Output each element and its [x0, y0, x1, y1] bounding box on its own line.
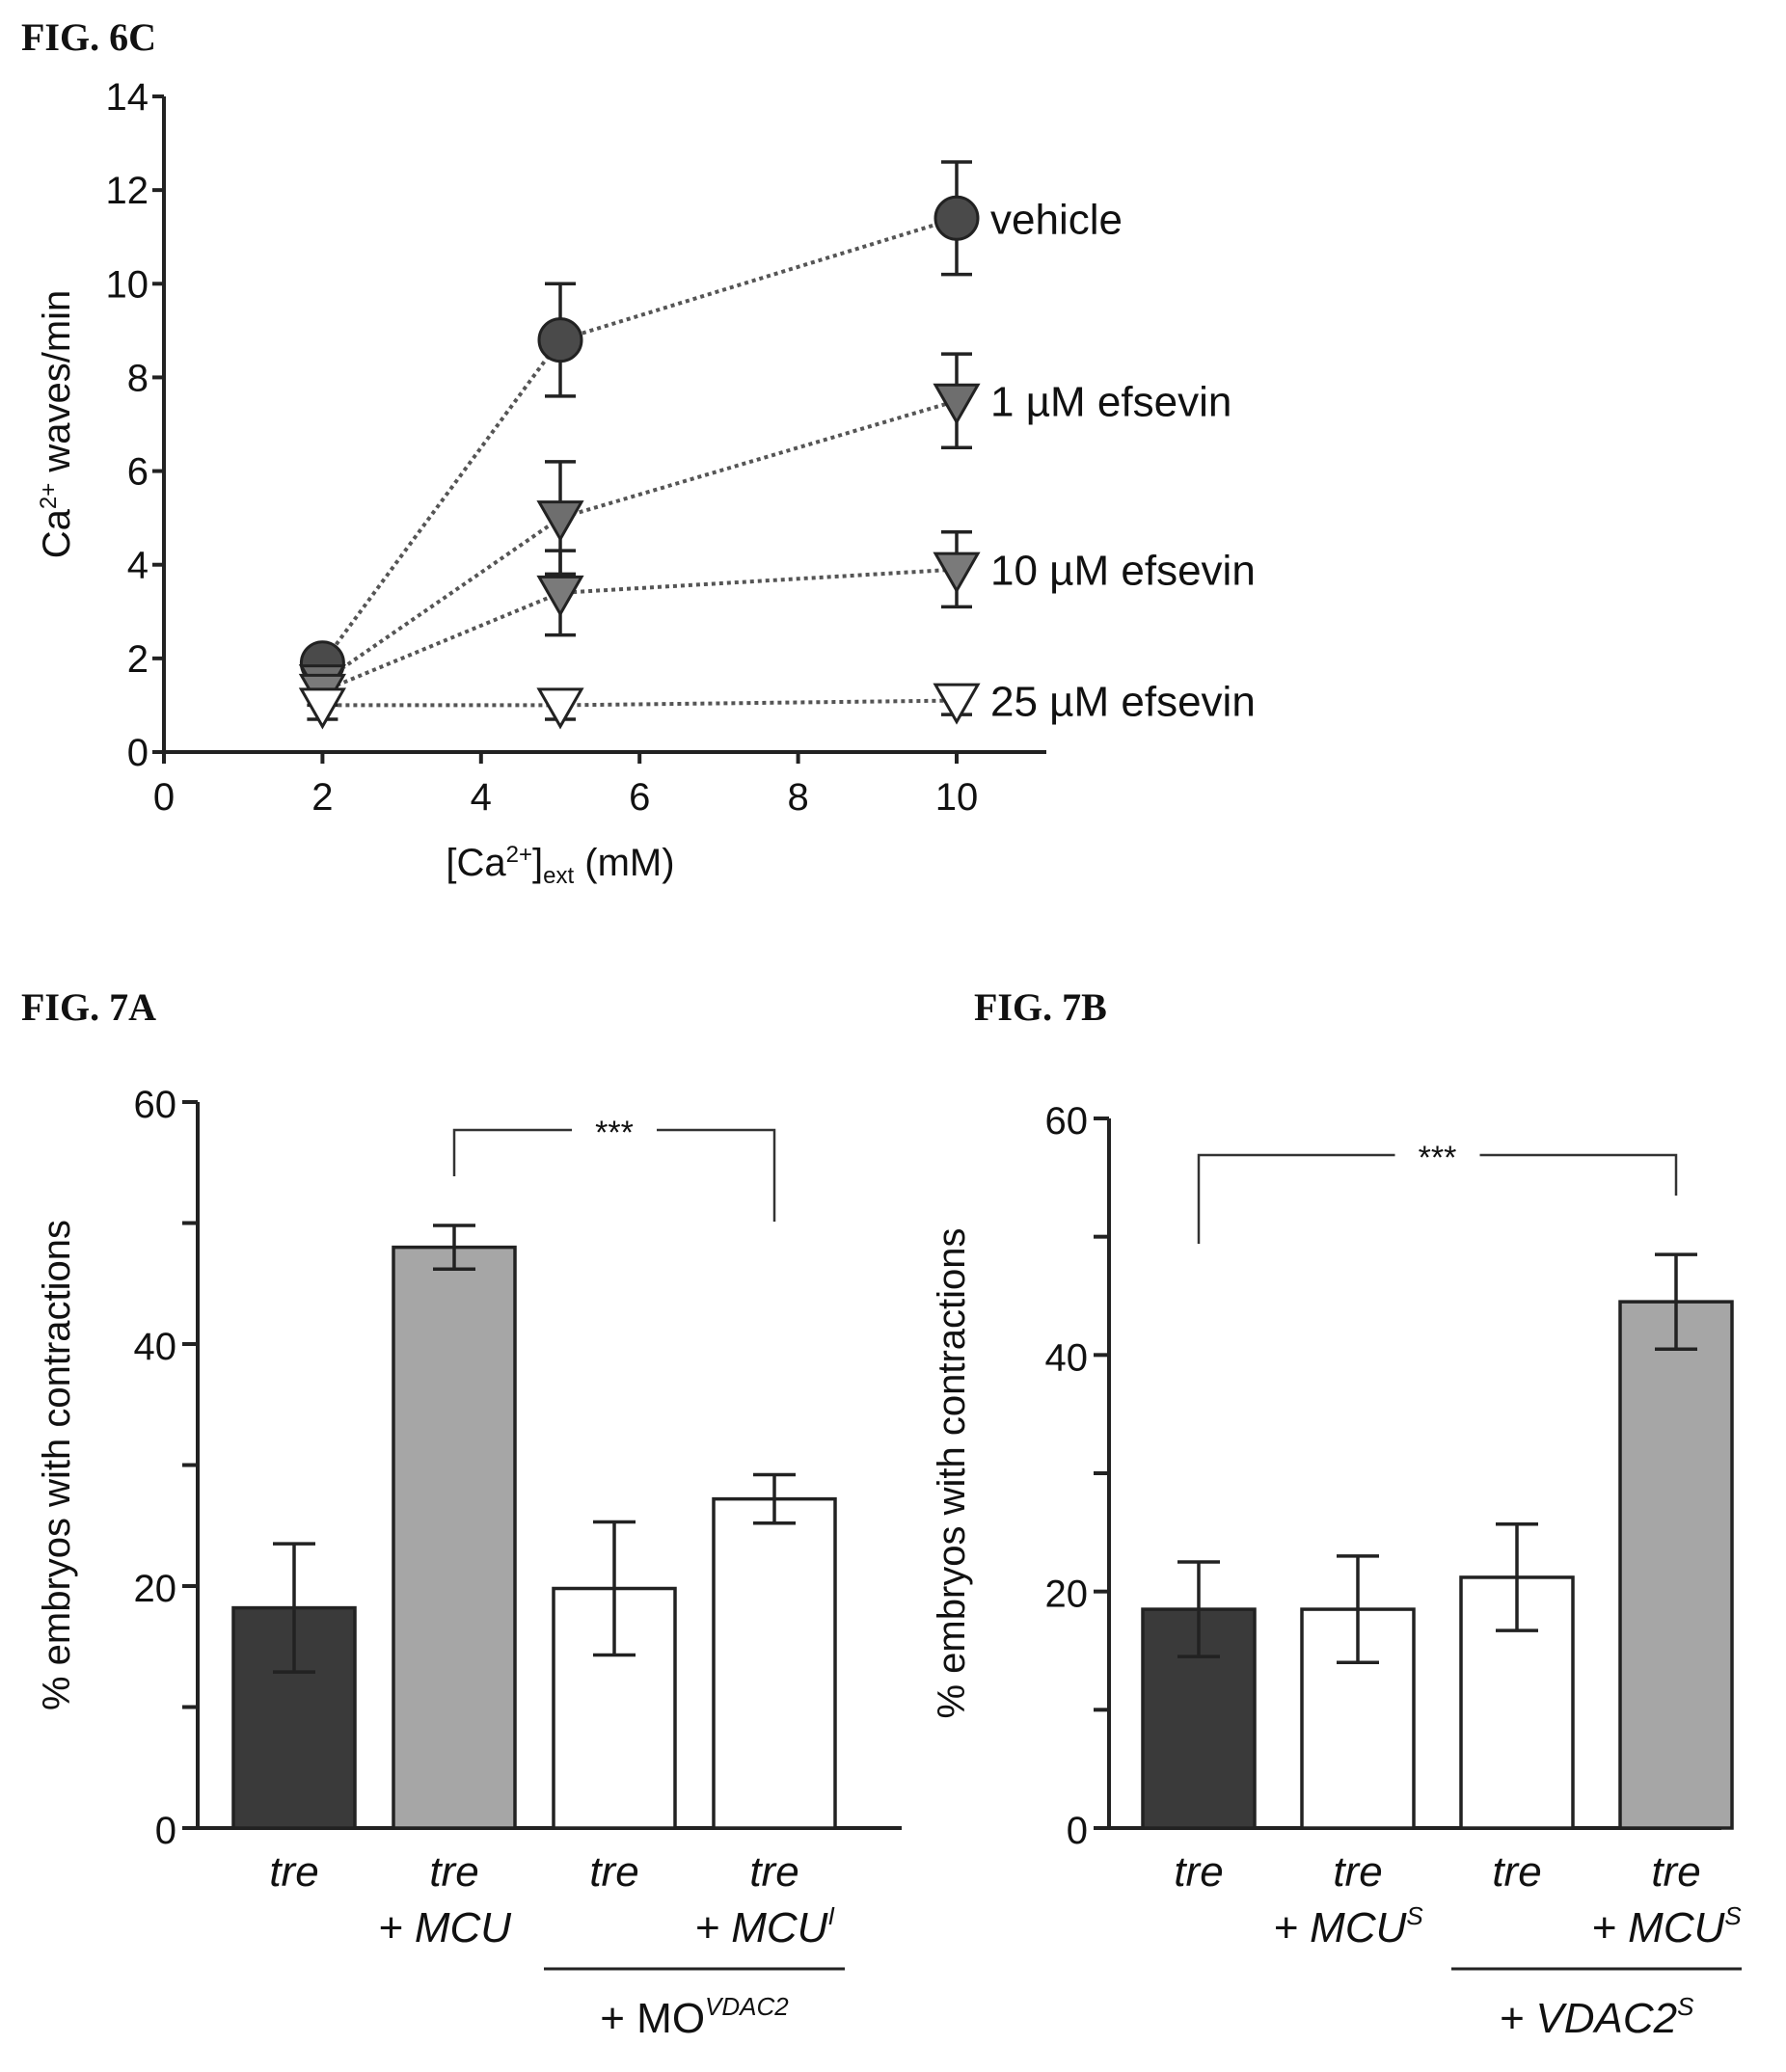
chart-fig-7a: FIG. 7A 0 20 40 60 % embryos with contraction…: [21, 985, 902, 2042]
chart-fig-7b: FIG. 7B 0 20 40 60 % embryos with contraction…: [931, 985, 1742, 2042]
y-tick-label: 0: [1067, 1810, 1088, 1852]
significance-label: ***: [595, 1115, 634, 1151]
figure-label: FIG. 7A: [21, 985, 156, 1029]
category-label-line2: + MCUS: [1591, 1901, 1742, 1951]
data-point: [536, 575, 584, 617]
y-tick-label: 2: [127, 638, 149, 681]
series-1: 1 µM efsevin: [298, 352, 1231, 707]
category-label: tre: [1651, 1848, 1700, 1896]
x-tick-label: 6: [629, 776, 650, 819]
x-tick-label: 0: [153, 776, 175, 819]
significance-label: ***: [1419, 1140, 1457, 1176]
series-3: 25 µM efsevin: [298, 679, 1256, 730]
data-point: [536, 687, 584, 730]
y-tick-label: 60: [134, 1084, 177, 1126]
y-tick-label: 60: [1045, 1100, 1089, 1143]
series-label: 25 µM efsevin: [990, 679, 1256, 726]
category-label: tre: [1174, 1848, 1223, 1896]
category-label: tre: [269, 1848, 318, 1896]
significance-label-bg: [572, 1118, 657, 1142]
y-tick-label: 14: [106, 76, 149, 119]
category-label-line2: + MCUS: [1273, 1901, 1423, 1951]
series-line: [321, 398, 958, 684]
series-line: [320, 216, 958, 664]
x-tick-label: 2: [311, 776, 333, 819]
category-label: tre: [1333, 1848, 1382, 1896]
x-tick-label: 4: [471, 776, 492, 819]
data-point: [298, 687, 346, 730]
y-tick-label: 8: [127, 357, 149, 399]
series-label: 10 µM efsevin: [990, 548, 1256, 595]
figure-label: FIG. 7B: [974, 985, 1107, 1029]
data-point: [933, 683, 981, 725]
y-tick-label: 20: [1045, 1574, 1089, 1616]
category-label: tre: [749, 1848, 798, 1896]
series-0: vehicle: [299, 160, 1123, 686]
y-tick-label: 12: [106, 170, 149, 212]
y-tick-label: 6: [127, 451, 149, 494]
data-point: [933, 552, 981, 594]
group-label: + MOVDAC2: [600, 1992, 789, 2042]
chart-fig-6c: FIG. 6C 0 2 4 6 8 10 12 14 0 2 4 6 8 10 [Ca2+]ext (mM) C…: [21, 15, 1256, 889]
x-tick-label: 8: [787, 776, 808, 819]
y-tick-label: 4: [127, 545, 149, 587]
series-line: [321, 567, 958, 693]
category-label: tre: [1492, 1848, 1541, 1896]
y-axis-title: % embryos with contractions: [36, 1220, 78, 1710]
y-axis-title: Ca2+ waves/min: [36, 290, 78, 559]
category-label-line2: + MCU: [378, 1904, 511, 1951]
y-tick-label: 40: [134, 1326, 177, 1368]
data-point: [536, 500, 584, 543]
bar: [1618, 1300, 1734, 1830]
x-axis-title: [Ca2+]ext (mM): [446, 842, 674, 889]
x-tick-label: 10: [935, 776, 979, 819]
data-point: [537, 317, 583, 363]
series-label: vehicle: [990, 196, 1123, 243]
data-point: [934, 195, 980, 241]
group-label: + VDAC2S: [1500, 1992, 1695, 2042]
y-axis-title: % embryos with contractions: [931, 1227, 973, 1718]
series-2: 10 µM efsevin: [298, 529, 1256, 715]
y-tick-label: 0: [127, 732, 149, 774]
y-tick-label: 40: [1045, 1336, 1089, 1379]
category-label: tre: [589, 1848, 638, 1896]
figure-label: FIG. 6C: [21, 15, 156, 59]
bar: [712, 1496, 837, 1830]
series-label: 1 µM efsevin: [990, 379, 1231, 426]
y-tick-label: 0: [155, 1810, 176, 1852]
category-label: tre: [429, 1848, 478, 1896]
series-line: [322, 698, 958, 708]
category-label-line2: + MCUI: [694, 1901, 834, 1951]
significance-label-bg: [1394, 1144, 1480, 1167]
data-point: [933, 383, 981, 425]
y-tick-label: 10: [106, 263, 149, 306]
y-tick-label: 20: [134, 1568, 177, 1610]
bar: [392, 1245, 517, 1830]
